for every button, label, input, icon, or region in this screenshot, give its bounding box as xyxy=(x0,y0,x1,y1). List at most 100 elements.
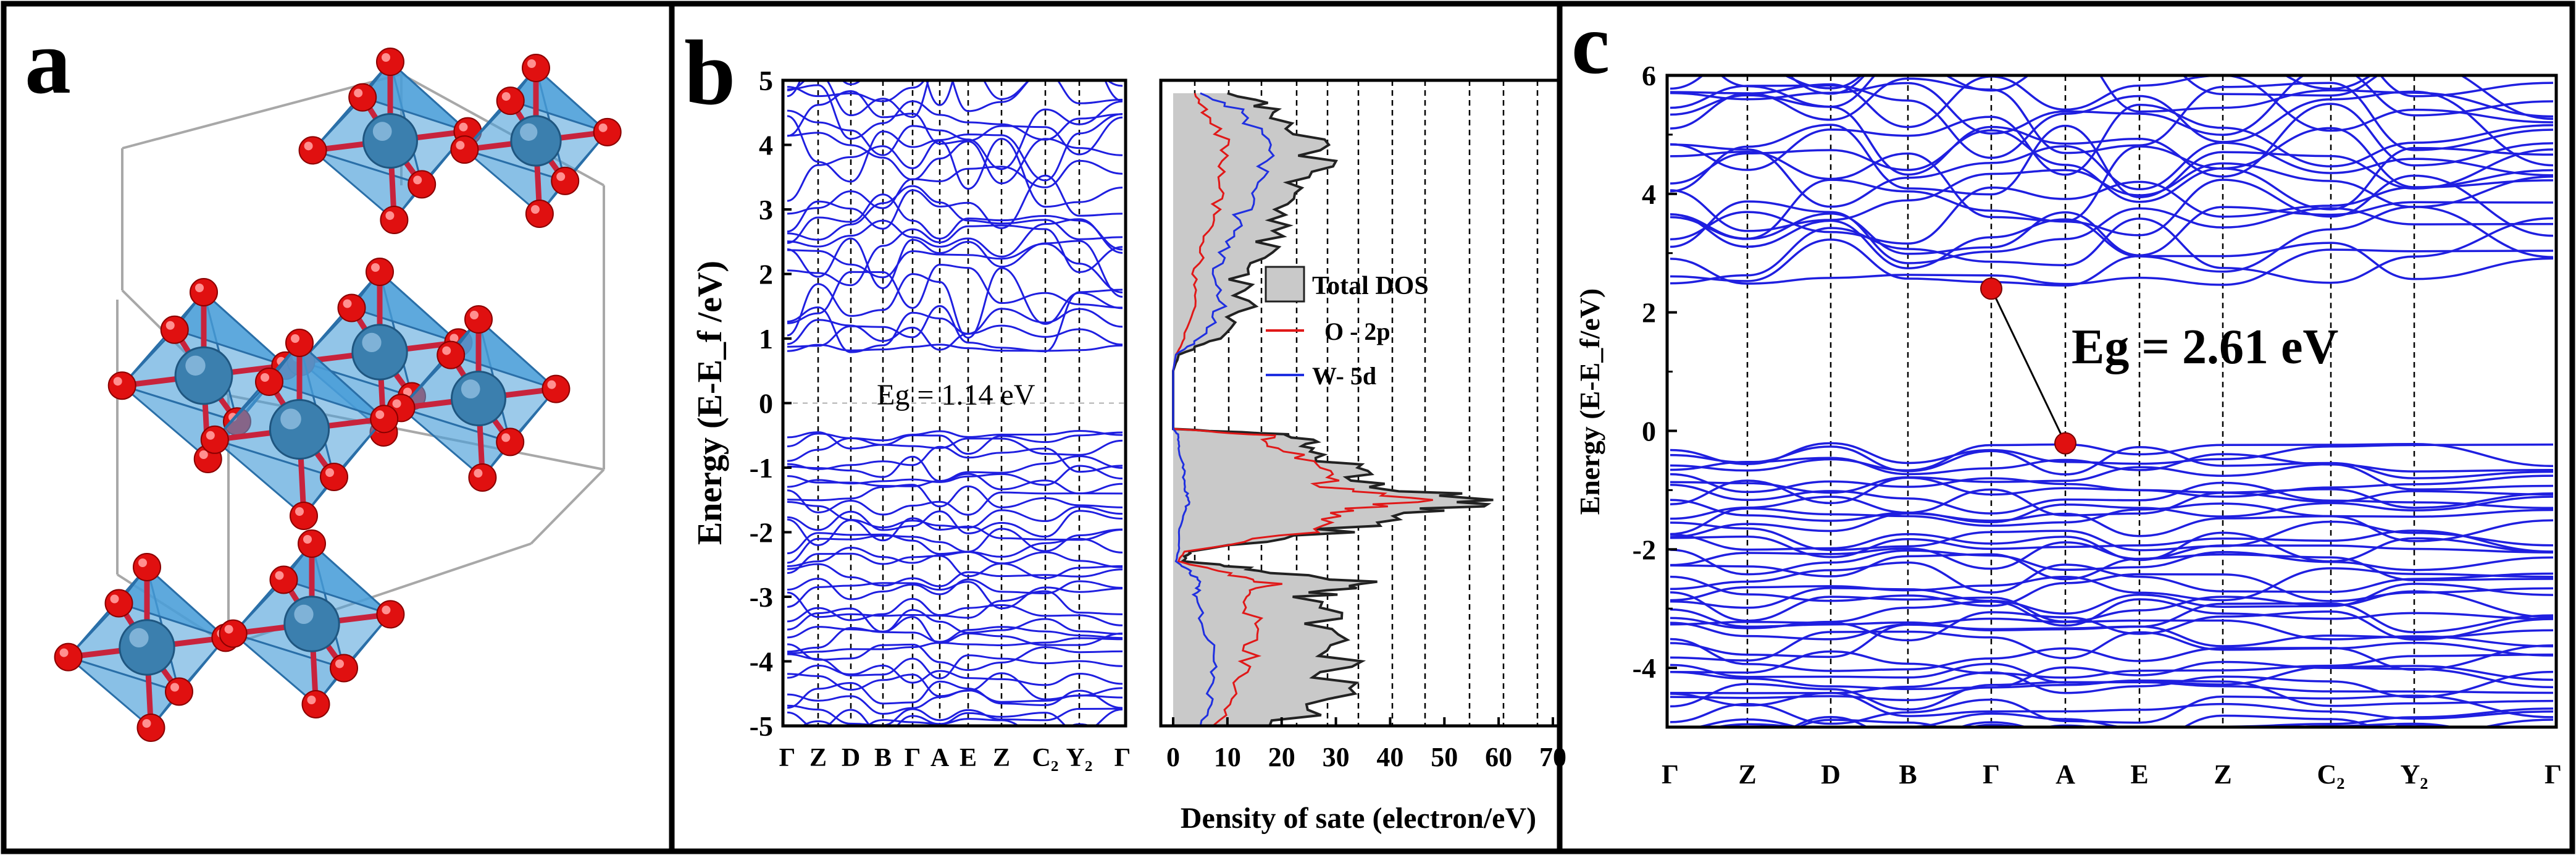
oxygen-atom-highlight xyxy=(474,469,483,478)
c-gap-annotation: Eg = 2.61 eV xyxy=(2072,320,2338,374)
c-band-line xyxy=(1670,141,2554,208)
b-dos-xlabel: Density of sate (electron/eV) xyxy=(1181,802,1536,835)
oxygen-atom-highlight xyxy=(371,263,380,272)
b-band-line xyxy=(787,267,1123,339)
c-band-line xyxy=(1670,174,2554,240)
b-band-line xyxy=(787,590,1123,619)
tungsten-atom-highlight xyxy=(520,123,538,141)
b-y-tick-label: -5 xyxy=(750,710,773,742)
b-band-line xyxy=(787,517,1123,546)
c-band-line xyxy=(1787,75,2554,98)
legend-o2p-label: O - 2p xyxy=(1324,318,1390,345)
b-k-label: Γ xyxy=(1114,744,1131,772)
oxygen-atom xyxy=(107,371,136,400)
b-band-line xyxy=(787,500,1123,529)
b-band-line xyxy=(787,578,1123,600)
c-band-line xyxy=(1670,567,2554,602)
c-band-line xyxy=(1670,453,2554,476)
b-k-label: B xyxy=(874,744,892,772)
c-band-line xyxy=(1670,495,2554,524)
b-band-k-labels: Γ Z D B Γ A E Z C₂ Y₂ Γ xyxy=(779,744,1131,772)
b-y-tick-label: -3 xyxy=(750,581,773,613)
w5d-dos-line xyxy=(1172,92,1275,726)
oxygen-atom xyxy=(54,642,83,672)
b-k-label: Γ xyxy=(905,744,921,772)
c-band-plot: -4 -2 0 2 4 6 Γ Z D B Γ A E Z C₂ Y₂ Γ Energy (E-E_f/eV)… xyxy=(1574,60,2562,790)
c-k-label: D xyxy=(1821,759,1841,790)
panel-b-label: b xyxy=(684,22,735,124)
b-band-lines xyxy=(787,80,1123,726)
c-band-lines xyxy=(1670,75,2554,727)
b-band-line xyxy=(787,528,1123,555)
o2p-dos-line xyxy=(1172,93,1433,726)
c-band-line xyxy=(1783,75,2554,118)
b-band-line xyxy=(787,174,1123,233)
oxygen-atom xyxy=(542,374,571,403)
c-gap-transition xyxy=(1980,277,2076,455)
oxygen-atom xyxy=(370,405,399,434)
oxygen-atom xyxy=(522,54,550,82)
oxygen-atom xyxy=(219,619,248,648)
b-band-line xyxy=(787,100,1123,171)
c-band-line xyxy=(1670,445,2554,479)
b-band-line xyxy=(787,704,1123,726)
tungsten-atom-highlight xyxy=(294,604,314,625)
b-band-line xyxy=(787,680,1123,709)
panel-c-label: c xyxy=(1571,0,1610,92)
oxygen-atom xyxy=(366,258,394,286)
tungsten-atom xyxy=(510,115,562,167)
c-band-line xyxy=(1670,630,2554,662)
legend-total-dos-label: Total DOS xyxy=(1312,272,1429,300)
b-band-line xyxy=(787,626,1123,653)
c-band-line xyxy=(1670,561,2554,594)
c-y-tick-label: -4 xyxy=(1633,652,1656,684)
c-k-label: Z xyxy=(2214,759,2231,790)
b-band-line xyxy=(787,159,1123,215)
b-band-line xyxy=(787,643,1123,672)
c-y-tick-label: -2 xyxy=(1633,534,1656,565)
gap-arrow-line xyxy=(1990,288,2067,444)
oxygen-atom xyxy=(380,206,409,234)
oxygen-atom-highlight xyxy=(382,605,391,615)
c-band-line xyxy=(1670,162,2554,232)
oxygen-atom xyxy=(450,135,479,164)
b-band-line xyxy=(787,664,1123,686)
oxygen-atom-highlight xyxy=(547,380,556,389)
b-band-line xyxy=(787,445,1123,473)
crystal-structure xyxy=(54,48,622,742)
b-band-line xyxy=(787,581,1123,610)
oxygen-atom-highlight xyxy=(456,141,465,150)
b-band-line xyxy=(787,597,1123,626)
c-band-line xyxy=(1670,610,2554,642)
b-gap-annotation: Eg = 1.14 eV xyxy=(877,379,1035,411)
oxygen-atom xyxy=(525,200,554,228)
oxygen-atom-highlight xyxy=(195,284,204,292)
b-dos-x-tick-label: 10 xyxy=(1214,742,1241,772)
octahedron-face xyxy=(214,342,301,440)
oxygen-atom xyxy=(200,425,229,454)
b-dos-x-tick-label: 0 xyxy=(1166,742,1180,772)
oxygen-atom xyxy=(496,86,525,116)
b-y-tick-label: -1 xyxy=(750,452,773,484)
c-band-line xyxy=(1670,583,2554,615)
b-band-line xyxy=(800,718,1092,726)
c-band-line xyxy=(1670,103,2554,176)
oxygen-atom-highlight xyxy=(291,334,299,343)
panel-a-label: a xyxy=(25,11,71,113)
tungsten-atom xyxy=(450,370,507,427)
tungsten-atom-highlight xyxy=(362,332,382,353)
c-band-line xyxy=(1670,127,2554,203)
oxygen-atom xyxy=(298,529,326,558)
b-band-line xyxy=(787,80,1123,118)
b-band-line xyxy=(787,343,1123,352)
b-band-line xyxy=(787,547,1123,568)
oxygen-atom xyxy=(133,553,161,581)
b-dos-x-tick-label: 30 xyxy=(1323,742,1350,772)
oxygen-atom xyxy=(298,136,327,165)
b-band-line xyxy=(787,431,1123,455)
c-band-ylabel: Energy (E-E_f/eV) xyxy=(1574,289,1605,515)
b-band-line xyxy=(787,80,1123,103)
octahedron-face xyxy=(67,566,148,658)
oxygen-atom-highlight xyxy=(470,311,479,319)
